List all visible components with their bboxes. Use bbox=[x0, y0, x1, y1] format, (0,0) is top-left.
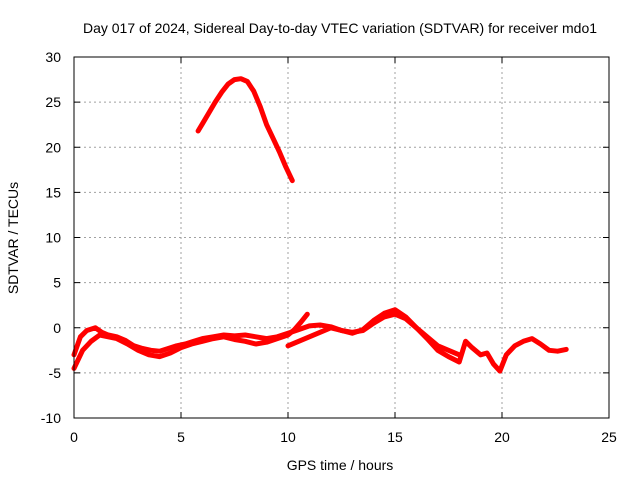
series-line-satellite-track-4 bbox=[285, 307, 569, 374]
x-tick-label: 10 bbox=[280, 429, 296, 445]
y-tick-label: 5 bbox=[53, 275, 61, 291]
y-axis-label: SDTVAR / TECUs bbox=[5, 182, 21, 294]
y-tick-label: -10 bbox=[41, 410, 61, 426]
tick-layer bbox=[73, 56, 610, 419]
x-tick-label: 25 bbox=[601, 429, 617, 445]
tick-label-layer: 0 5 10 15 20 25 -10 -5 0 5 10 15 20 25 30 bbox=[41, 49, 617, 445]
grid bbox=[74, 57, 609, 418]
y-tick-label: 25 bbox=[45, 94, 61, 110]
x-axis-label: GPS time / hours bbox=[287, 457, 394, 473]
y-tick-label: 30 bbox=[45, 49, 61, 65]
x-tick-label: 20 bbox=[494, 429, 510, 445]
chart-title: Day 017 of 2024, Sidereal Day-to-day VTE… bbox=[83, 20, 597, 36]
y-tick-label: 20 bbox=[45, 139, 61, 155]
y-tick-label: 10 bbox=[45, 230, 61, 246]
x-tick-label: 5 bbox=[177, 429, 185, 445]
x-tick-label: 15 bbox=[387, 429, 403, 445]
series-layer bbox=[71, 76, 569, 374]
y-tick-label: 0 bbox=[53, 320, 61, 336]
x-tick-label: 0 bbox=[70, 429, 78, 445]
y-tick-label: 15 bbox=[45, 184, 61, 200]
series-line-satellite-track-2 bbox=[71, 311, 310, 371]
y-tick-label: -5 bbox=[49, 365, 62, 381]
series-line-satellite-track-3 bbox=[195, 76, 295, 184]
